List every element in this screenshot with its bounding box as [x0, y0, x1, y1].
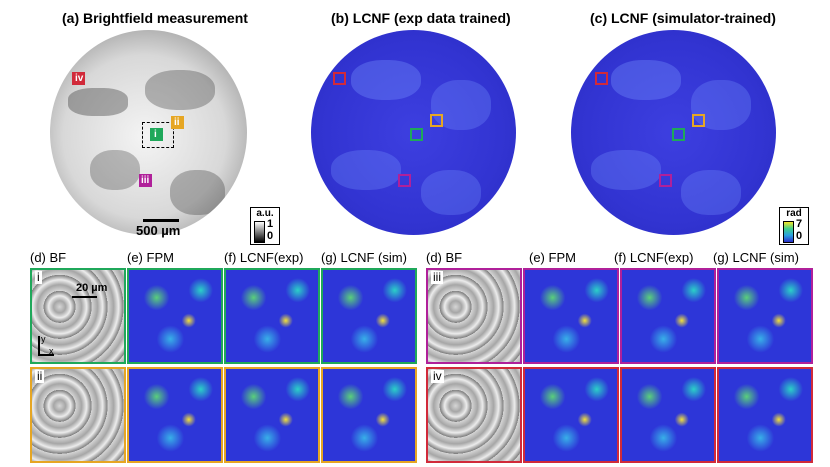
colorbar-min: 0	[796, 230, 803, 242]
colorbar-max: 7	[796, 218, 803, 230]
roi-ii-marker-c	[692, 114, 705, 127]
tile-iv-lcnf-sim	[717, 367, 813, 463]
roi-i-marker-b	[410, 128, 423, 141]
roi-iv-marker-b	[333, 72, 346, 85]
tile-iii-fpm	[523, 268, 619, 364]
label-e-fpm-right: (e) FPM	[529, 250, 576, 265]
scale-bar	[143, 219, 179, 222]
tile-i-fpm	[127, 268, 223, 364]
tile-roman-label: i	[35, 270, 42, 284]
roi-iii-marker-a: iii	[139, 174, 152, 187]
label-e-fpm-left: (e) FPM	[127, 250, 174, 265]
lcnf-exp-phase-image	[311, 30, 516, 235]
roi-i-marker-a: i	[150, 128, 163, 141]
colorbar-gradient	[783, 221, 794, 243]
y-axis-letter: y	[41, 334, 46, 344]
colorbar-min: 0	[267, 230, 274, 242]
brightfield-image	[50, 30, 247, 235]
label-g-lcnf-sim-left: (g) LCNF (sim)	[321, 250, 407, 265]
roi-iii-marker-b	[398, 174, 411, 187]
tile-roman-label: ii	[35, 369, 45, 383]
panel-c-title: (c) LCNF (simulator-trained)	[590, 10, 776, 26]
colorbar-title: rad	[786, 208, 802, 219]
lcnf-sim-phase-image	[571, 30, 776, 235]
tile-iii-bf: iii	[426, 268, 522, 364]
roi-iv-marker-c	[595, 72, 608, 85]
label-f-lcnf-exp-left: (f) LCNF(exp)	[224, 250, 304, 265]
roi-iv-marker-a: iv	[72, 72, 85, 85]
roi-i-marker-c	[672, 128, 685, 141]
colorbar-brightfield: a.u. 1 0	[250, 207, 280, 245]
colorbar-max: 1	[267, 218, 274, 230]
tile-iii-lcnf-sim	[717, 268, 813, 364]
roi-ii-marker-a: ii	[171, 116, 184, 129]
tile-i-lcnf-sim	[321, 268, 417, 364]
y-axis-arrow	[38, 336, 40, 354]
colorbar-phase: rad 7 0	[779, 207, 809, 245]
tile-ii-fpm	[127, 367, 223, 463]
colorbar-title: a.u.	[256, 208, 274, 219]
x-axis-arrow	[38, 354, 54, 356]
label-d-bf-left: (d) BF	[30, 250, 67, 265]
tile-ii-lcnf-exp	[224, 367, 320, 463]
tile-iv-fpm	[523, 367, 619, 463]
tile-roman-label: iv	[431, 369, 444, 383]
tile-scale-bar	[72, 296, 97, 298]
roi-ii-marker-b	[430, 114, 443, 127]
tile-i-lcnf-exp	[224, 268, 320, 364]
colorbar-gradient	[254, 221, 265, 243]
tile-ii-bf: ii	[30, 367, 126, 463]
tile-iv-lcnf-exp	[620, 367, 716, 463]
tile-i-bf: i 20 µm y x	[30, 268, 126, 364]
panel-b-title: (b) LCNF (exp data trained)	[331, 10, 511, 26]
scale-bar-label: 500 µm	[136, 223, 181, 238]
zoom-region-box	[142, 122, 174, 148]
roi-iii-marker-c	[659, 174, 672, 187]
tile-iii-lcnf-exp	[620, 268, 716, 364]
tile-iv-bf: iv	[426, 367, 522, 463]
panel-a-title: (a) Brightfield measurement	[62, 10, 248, 26]
tile-roman-label: iii	[431, 270, 443, 284]
label-f-lcnf-exp-right: (f) LCNF(exp)	[614, 250, 694, 265]
x-axis-letter: x	[49, 346, 54, 356]
label-g-lcnf-sim-right: (g) LCNF (sim)	[713, 250, 799, 265]
tile-ii-lcnf-sim	[321, 367, 417, 463]
label-d-bf-right: (d) BF	[426, 250, 463, 265]
tile-scale-bar-label: 20 µm	[76, 282, 108, 294]
